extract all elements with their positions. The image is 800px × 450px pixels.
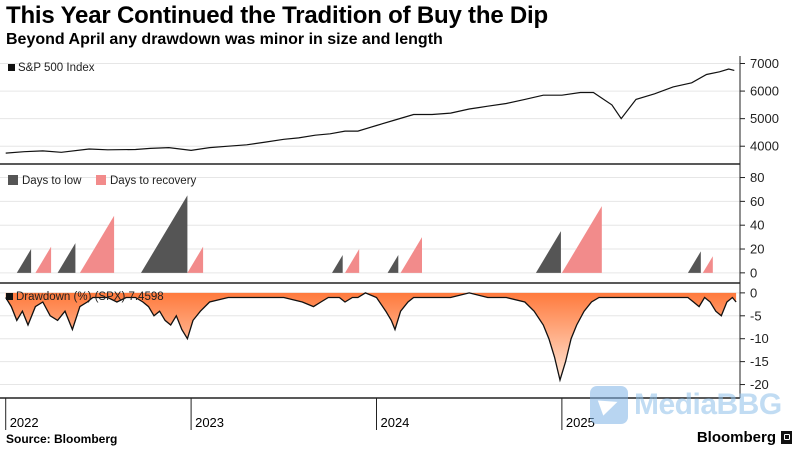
drawdown-tick-label: -15: [750, 354, 769, 369]
days-to-recovery-bar: [400, 237, 422, 273]
drawdown-panel: 0 -5 -10 -15 -20 Drawdown (%) (SPX) 7.4598: [0, 285, 769, 392]
bloomberg-logo-icon: [781, 431, 792, 444]
days-to-low-bar: [387, 255, 399, 273]
days-to-low-bar: [16, 249, 32, 273]
days-panel: 0 20 40 60 80 Days to low Days to recovery: [0, 170, 764, 280]
chart-subtitle: Beyond April any drawdown was minor in s…: [6, 31, 443, 48]
sp500-legend-label: S&P 500 Index: [18, 62, 95, 74]
sp500-tick-label: 5000: [750, 111, 779, 126]
source-label: Source: Bloomberg: [6, 432, 118, 446]
days-to-recovery-bar: [79, 215, 115, 273]
days-to-low-swatch: [8, 175, 18, 185]
days-to-recovery-swatch: [96, 175, 106, 185]
drawdown-legend-label: Drawdown (%) (SPX) 7.4598: [16, 291, 164, 303]
days-to-low-bar: [687, 251, 701, 273]
days-tick-label: 40: [750, 218, 764, 233]
year-label: 2022: [10, 415, 39, 430]
brand: Bloomberg: [697, 429, 792, 446]
drawdown-tick-label: -5: [750, 308, 762, 323]
drawdown-area: [5, 292, 737, 380]
days-to-low-bar: [141, 195, 188, 273]
year-label: 2024: [380, 415, 409, 430]
sp500-panel: 4000 5000 6000 7000 S&P 500 Index: [0, 56, 779, 154]
drawdown-legend: Drawdown (%) (SPX) 7.4598: [6, 291, 164, 303]
sp500-legend-swatch: [8, 64, 15, 71]
sp500-tick-label: 7000: [750, 56, 779, 71]
drawdown-legend-swatch: [6, 293, 13, 300]
x-axis-years: 2022 2023 2024 2025: [5, 398, 595, 430]
sp500-tick-label: 4000: [750, 139, 779, 154]
days-tick-label: 0: [750, 265, 757, 280]
sp500-line: [5, 68, 735, 154]
days-legend: Days to low Days to recovery: [8, 175, 197, 187]
days-to-recovery-bar: [561, 206, 602, 273]
days-tick-label: 20: [750, 242, 764, 257]
drawdown-line: [5, 292, 737, 383]
sp500-legend: S&P 500 Index: [8, 62, 95, 74]
days-to-recovery-label: Days to recovery: [110, 175, 197, 187]
days-to-low-bar: [57, 243, 76, 273]
days-to-recovery-bar: [187, 246, 204, 273]
days-to-recovery-bar: [345, 249, 360, 273]
brand-label: Bloomberg: [696, 429, 776, 446]
year-label: 2023: [195, 415, 224, 430]
chart-title: This Year Continued the Tradition of Buy…: [6, 2, 548, 29]
year-label: 2025: [566, 415, 595, 430]
days-tick-label: 80: [750, 170, 764, 185]
days-to-recovery-bar: [35, 246, 52, 273]
days-to-low-bar: [332, 255, 343, 273]
days-tick-label: 60: [750, 194, 764, 209]
drawdown-tick-label: -10: [750, 331, 769, 346]
drawdown-tick-label: 0: [750, 285, 757, 300]
sp500-tick-label: 6000: [750, 84, 779, 99]
drawdown-tick-label: -20: [750, 377, 769, 392]
days-to-low-label: Days to low: [22, 175, 82, 187]
days-to-low-bar: [535, 231, 561, 273]
days-to-recovery-bar: [702, 256, 713, 273]
